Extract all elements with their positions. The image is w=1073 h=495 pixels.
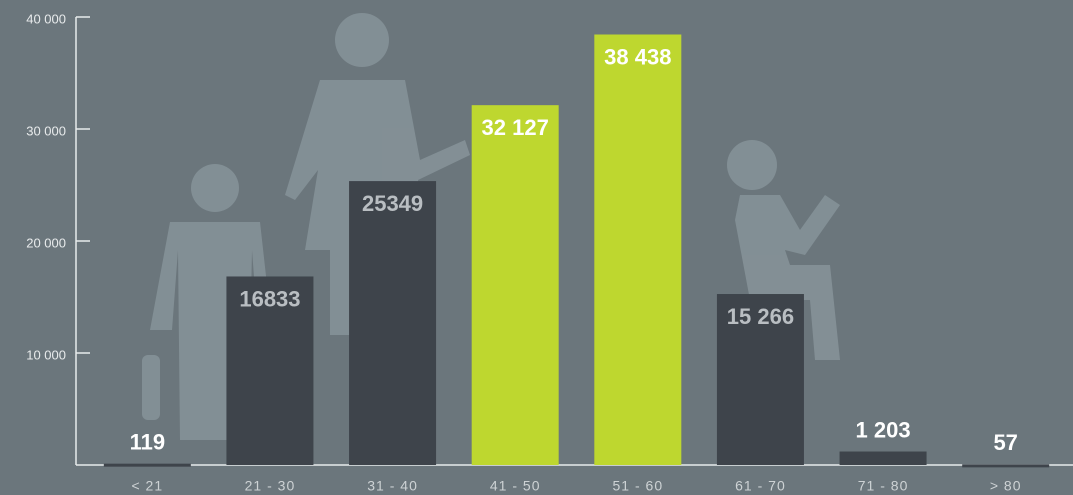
bar	[716, 294, 804, 465]
bar	[594, 34, 682, 466]
value-label: 1 203	[856, 417, 911, 442]
bar	[103, 463, 191, 467]
value-label: 15 266	[727, 304, 794, 329]
bar	[471, 105, 559, 465]
x-tick-label: 71 - 80	[858, 478, 909, 494]
y-tick-label: 10 000	[26, 347, 66, 362]
x-tick-label: 61 - 70	[735, 478, 786, 494]
value-label: 32 127	[482, 115, 549, 140]
value-label: 16833	[239, 286, 300, 311]
y-tick-label: 30 000	[26, 123, 66, 138]
value-label: 38 438	[604, 44, 671, 69]
y-tick-label: 40 000	[26, 11, 66, 26]
value-label: 119	[130, 429, 166, 454]
x-tick-label: 21 - 30	[245, 478, 296, 494]
x-tick-label: > 80	[990, 478, 1022, 494]
bar	[839, 451, 927, 465]
value-label: 25349	[362, 191, 423, 216]
bar	[226, 276, 314, 465]
value-label: 57	[993, 430, 1017, 455]
x-tick-label: < 21	[131, 478, 163, 494]
y-tick-label: 20 000	[26, 235, 66, 250]
x-tick-label: 31 - 40	[367, 478, 418, 494]
x-tick-label: 51 - 60	[613, 478, 664, 494]
x-tick-label: 41 - 50	[490, 478, 541, 494]
bar	[349, 181, 437, 466]
bar	[962, 464, 1050, 468]
